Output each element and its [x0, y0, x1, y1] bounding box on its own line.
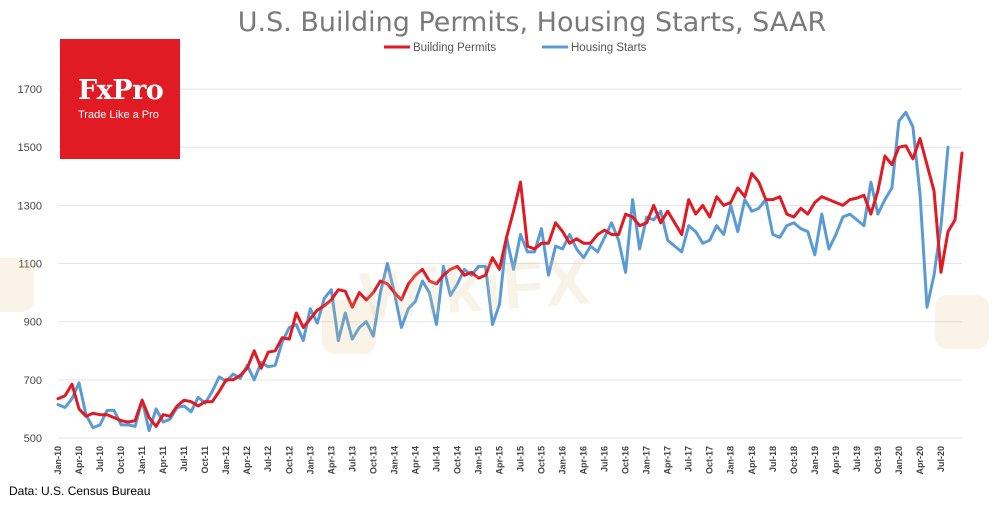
- x-tick-label: Oct-12: [284, 446, 294, 474]
- x-tick-label: Jan-19: [810, 446, 820, 475]
- y-tick-label: 900: [24, 317, 42, 329]
- x-tick-label: Jan-20: [894, 446, 904, 475]
- y-tick-label: 500: [24, 433, 42, 445]
- x-tick-label: Jan-15: [473, 446, 483, 475]
- x-tick-label: Jul-15: [516, 446, 526, 472]
- x-tick-label: Jan-17: [642, 446, 652, 475]
- x-tick-label: Oct-15: [537, 446, 547, 474]
- source-note: Data: U.S. Census Bureau: [9, 484, 151, 498]
- watermark-badge-center: [322, 300, 376, 354]
- x-tick-label: Oct-18: [789, 446, 799, 474]
- y-tick-label: 1700: [18, 84, 42, 96]
- x-tick-label: Jul-20: [936, 446, 946, 472]
- x-tick-label: Jul-19: [852, 446, 862, 472]
- x-tick-label: Apr-11: [158, 446, 168, 474]
- x-tick-label: Apr-12: [242, 446, 252, 475]
- legend-label-building-permits: Building Permits: [413, 42, 496, 54]
- x-tick-label: Jul-13: [347, 446, 357, 472]
- x-tick-label: Apr-17: [663, 446, 673, 475]
- x-tick-label: Apr-19: [831, 446, 841, 475]
- logo-tagline: Trade Like a Pro: [78, 109, 159, 121]
- x-tick-label: Oct-14: [452, 446, 462, 474]
- x-tick-label: Jul-12: [263, 446, 273, 472]
- x-axis: Jan-10 Apr-10 Jul-10 Oct-10 Jan-11 Apr-11 Jul-…: [53, 446, 946, 475]
- x-tick-label: Jul-10: [95, 446, 105, 472]
- legend: Building Permits Housing Starts: [384, 42, 647, 54]
- x-tick-label: Oct-13: [368, 446, 378, 474]
- brand-logo: FxPro Trade Like a Pro: [60, 39, 180, 159]
- x-tick-label: Jan-16: [558, 446, 568, 475]
- x-tick-label: Apr-18: [747, 446, 757, 475]
- x-tick-label: Oct-10: [116, 446, 126, 474]
- legend-label-housing-starts: Housing Starts: [571, 42, 647, 54]
- x-tick-label: Jan-13: [305, 446, 315, 475]
- y-tick-label: 1100: [18, 259, 42, 271]
- x-tick-label: Jan-12: [221, 446, 231, 475]
- x-tick-label: Jan-18: [726, 446, 736, 475]
- x-tick-label: Jul-16: [600, 446, 610, 472]
- x-tick-label: Oct-19: [873, 446, 883, 474]
- x-tick-label: Apr-13: [326, 446, 336, 475]
- y-tick-label: 1500: [18, 142, 42, 154]
- x-tick-label: Apr-16: [579, 446, 589, 475]
- gridlines: [58, 88, 962, 439]
- x-tick-label: Apr-10: [74, 446, 84, 475]
- y-axis: 500 700 900 1100 1300 1500 1700: [18, 84, 42, 445]
- chart-title: U.S. Building Permits, Housing Starts, S…: [238, 7, 827, 38]
- series-line-building-permits: [56, 137, 964, 428]
- y-tick-label: 700: [24, 375, 42, 387]
- x-tick-label: Jul-11: [179, 446, 189, 472]
- x-tick-label: Jan-11: [137, 446, 147, 474]
- x-tick-label: Oct-11: [200, 446, 210, 474]
- x-tick-label: Jan-14: [389, 446, 399, 475]
- series: [56, 110, 964, 433]
- watermark-badge-right: [935, 295, 989, 349]
- y-tick-label: 1300: [18, 200, 42, 212]
- x-tick-label: Oct-17: [705, 446, 715, 474]
- x-tick-label: Apr-14: [410, 446, 420, 475]
- x-tick-label: Jul-17: [684, 446, 694, 472]
- logo-name: FxPro: [78, 75, 164, 106]
- watermark-badge-left: [0, 258, 34, 312]
- x-tick-label: Jul-18: [768, 446, 778, 472]
- x-tick-label: Jul-14: [431, 446, 441, 472]
- x-tick-label: Apr-20: [915, 446, 925, 475]
- x-tick-label: Apr-15: [494, 446, 504, 475]
- watermark-text: WikiFX: [357, 243, 594, 333]
- x-tick-label: Jan-10: [53, 446, 63, 475]
- x-tick-label: Oct-16: [621, 446, 631, 474]
